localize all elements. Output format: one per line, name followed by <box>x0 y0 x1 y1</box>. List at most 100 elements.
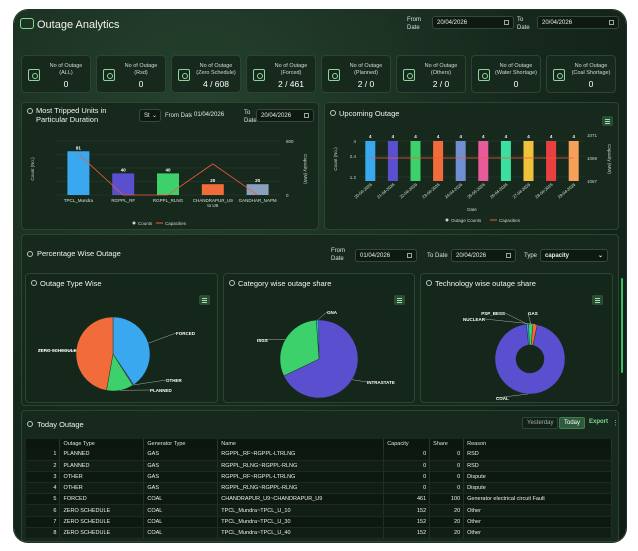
data-label: 4 <box>505 134 508 139</box>
header-from-date-input[interactable]: 20/04/2026 <box>432 16 514 29</box>
x-axis-label: Date <box>467 207 477 212</box>
table-row[interactable]: 3 OTHER GAS RGPPL_RF~RGPPL-LTRLNG 0 0 Dispute <box>26 471 612 484</box>
legend-label: Capacities <box>165 221 187 226</box>
table-cell: Generator electrical circuit Fault <box>463 493 612 506</box>
header-to-date-input[interactable]: 20/04/2026 <box>537 16 619 29</box>
table-cell: GAS <box>143 471 219 484</box>
tripped-to-date[interactable]: 20/04/2026 <box>256 109 314 122</box>
stat-value: 4 / 608 <box>203 79 229 89</box>
pie-label: ISGS <box>257 338 268 343</box>
table-cell: RGPPL_RF~RGPPL-LTRLNG <box>217 471 385 484</box>
x-tick-label: 22-04-2026 <box>399 182 419 200</box>
x-tick-label: 25-04-2026 <box>466 182 486 200</box>
table-cell: CHANDRAPUR_U9~CHANDRAPUR_U9 <box>217 493 385 506</box>
menu-icon[interactable] <box>199 295 210 305</box>
data-label: 4 <box>437 134 440 139</box>
table-cell: 0 <box>429 482 465 495</box>
column-header[interactable] <box>26 439 61 449</box>
stat-card[interactable]: No of Outage (Water Shortage) 0 <box>471 55 541 93</box>
menu-icon[interactable] <box>602 116 613 126</box>
bar <box>523 141 534 181</box>
stat-card[interactable]: No of Outage (Forced) 2 / 461 <box>246 55 316 93</box>
table-row[interactable]: 1 PLANNED GAS RGPPL_RF~RGPPL-LTRLNG 0 0 RSD <box>26 449 612 461</box>
table-row[interactable]: 6 ZERO SCHEDULE COAL TPCL_Mundra~TPCL_U_10 1… <box>26 504 612 517</box>
table-row[interactable]: 8 ZERO SCHEDULE COAL TPCL_Mundra~TPCL_U_40 1… <box>26 527 612 540</box>
table-header-row: Outage Type Generator Type Name Capacity Sha… <box>26 439 612 449</box>
calendar-icon[interactable] <box>304 113 309 118</box>
column-header[interactable]: Generator Type <box>143 439 219 449</box>
table-row[interactable]: 4 OTHER GAS RGPPL_RLNG~RGPPL-RLNG 0 0 Dispute <box>26 482 612 495</box>
y-axis-label: Count (No.) <box>333 147 338 171</box>
header: Outage Analytics From Date 20/04/2026 To… <box>14 10 626 44</box>
column-header[interactable]: Capacity <box>383 439 431 449</box>
table-cell: 6 <box>26 504 61 517</box>
percentage-from-date[interactable]: 01/04/2026 <box>355 249 417 262</box>
percentage-to-date[interactable]: 20/04/2026 <box>451 249 516 262</box>
export-button[interactable]: Export <box>589 419 609 425</box>
percentage-outage-panel: Percentage Wise Outage From Date 01/04/2… <box>21 234 619 406</box>
x-tick-label: RGPPL_RLNG <box>153 198 184 203</box>
column-header[interactable]: Name <box>217 439 385 449</box>
today-button[interactable]: Today <box>559 417 586 429</box>
calendar-icon[interactable] <box>506 253 511 258</box>
page-title: Outage Analytics <box>37 19 120 31</box>
calendar-icon[interactable] <box>504 20 509 25</box>
report-icon <box>328 69 340 81</box>
legend-marker <box>132 221 136 225</box>
table-cell: 0 <box>383 471 431 484</box>
pie-leader-line <box>133 379 167 386</box>
y-axis-label: Count (No.) <box>30 157 35 181</box>
calendar-icon[interactable] <box>609 20 614 25</box>
table-cell: COAL <box>143 493 219 506</box>
table-cell: 20 <box>429 504 465 517</box>
header-to-date-value: 20/04/2026 <box>542 20 573 26</box>
stat-card[interactable]: No of Outage (ALL) 0 <box>21 55 91 93</box>
table-cell: 4 <box>26 482 61 495</box>
column-header[interactable]: Reason <box>463 439 612 449</box>
data-label: 40 <box>121 167 127 172</box>
scrollbar-thumb[interactable] <box>621 278 623 373</box>
yesterday-button[interactable]: Yesterday <box>522 417 559 429</box>
technology-pie-card: Technology wise outage share PSP_BESS GAS… <box>420 273 613 403</box>
table-row[interactable]: 7 ZERO SCHEDULE COAL TPCL_Mundra~TPCL_U_30 1… <box>26 516 612 528</box>
stat-card[interactable]: No of Outage (Coal Shortage) 0 <box>546 55 616 93</box>
report-icon <box>103 69 115 81</box>
table-cell: OTHER <box>59 471 145 484</box>
bar <box>410 141 421 181</box>
table-cell: TPCL_Mundra~TPCL_U_30 <box>217 516 385 528</box>
stat-card[interactable]: No of Outage (Planned) 2 / 0 <box>321 55 391 93</box>
calendar-icon[interactable] <box>407 253 412 258</box>
stat-card[interactable]: No of Outage (Rsd) 0 <box>96 55 166 93</box>
menu-icon[interactable] <box>394 295 405 305</box>
x-tick-label: GANDHAR_NAPM <box>239 198 277 203</box>
clock-icon <box>330 110 336 116</box>
stat-card[interactable]: No of Outage (Zero Schedule) 4 / 608 <box>171 55 241 93</box>
chevron-down-icon: ⌄ <box>597 253 603 259</box>
stat-label: No of Outage (Forced) <box>274 63 308 76</box>
pie-leader-line <box>527 312 531 325</box>
stat-value: 0 <box>513 79 519 89</box>
stat-card[interactable]: No of Outage (Others) 2 / 0 <box>396 55 466 93</box>
clock-icon <box>31 280 37 286</box>
menu-icon[interactable] <box>592 295 603 305</box>
pie-label: PLANNED <box>150 388 173 393</box>
column-header[interactable]: Share <box>429 439 465 449</box>
stat-label: No of Outage (Zero Schedule) <box>196 63 236 76</box>
table-cell: TPCL_Mundra~TPCL_U_10 <box>217 504 385 517</box>
bar <box>546 141 557 181</box>
tripped-from-date[interactable]: 01/04/2026 <box>190 109 238 122</box>
type-select[interactable]: capacity ⌄ <box>540 249 608 262</box>
bar <box>455 141 466 181</box>
stat-value: 2 / 461 <box>278 79 304 89</box>
more-vertical-icon[interactable]: ⋮ <box>612 420 619 427</box>
table-cell: COAL <box>143 504 219 517</box>
chevron-down-icon: ⌄ <box>151 113 157 119</box>
table-cell: 100 <box>429 493 465 506</box>
upcoming-title: Upcoming Outage <box>339 109 400 118</box>
percentage-from-label: From Date <box>331 248 345 262</box>
table-row[interactable]: 2 PLANNED GAS RGPPL_RLNG~RGPPL-RLNG 0 0 RSD <box>26 460 612 472</box>
x-tick-label: 24-04-2026 <box>444 182 464 200</box>
tripped-state-select[interactable]: St ⌄ <box>139 109 161 122</box>
table-row[interactable]: 5 FORCED COAL CHANDRAPUR_U9~CHANDRAPUR_U9 46… <box>26 493 612 506</box>
column-header[interactable]: Outage Type <box>59 439 145 449</box>
